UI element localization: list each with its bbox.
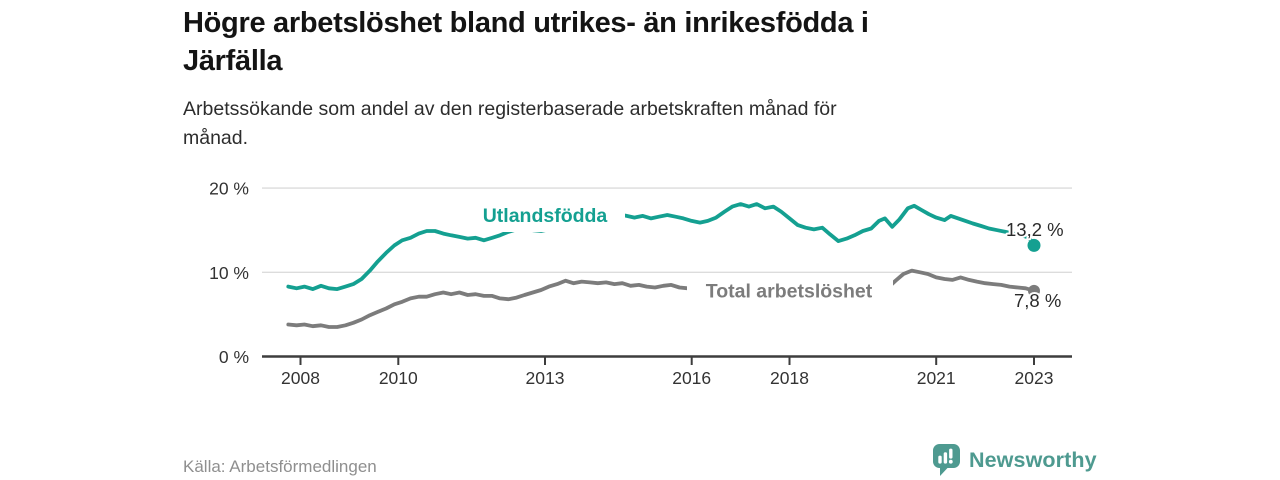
source-note: Källa: Arbetsförmedlingen bbox=[183, 457, 377, 476]
series-label-backdrop-1 bbox=[687, 279, 893, 302]
chart-title-line1: Högre arbetslöshet bland utrikes- än inr… bbox=[183, 7, 869, 39]
x-axis-tick-label: 2016 bbox=[672, 368, 711, 388]
series-label-backdrop-0 bbox=[467, 201, 625, 232]
newsworthy-logo: Newsworthy bbox=[933, 443, 1097, 477]
series-line-1 bbox=[286, 268, 1036, 329]
x-axis-tick-label: 2010 bbox=[379, 368, 418, 388]
y-axis-tick-label: 10 % bbox=[209, 263, 249, 283]
x-axis-tick-label: 2023 bbox=[1015, 368, 1054, 388]
chart-title-line2: Järfälla bbox=[183, 45, 283, 77]
x-axis-tick-label: 2021 bbox=[917, 368, 956, 388]
series-end-value-label-0: 13,2 % bbox=[1006, 219, 1064, 240]
y-axis-tick-label: 0 % bbox=[219, 347, 249, 367]
chart-subtitle-line2: månad. bbox=[183, 127, 249, 149]
chart-title: Högre arbetslöshet bland utrikes- än inr… bbox=[183, 4, 1123, 80]
x-axis-tick-label: 2013 bbox=[526, 368, 565, 388]
newsworthy-wordmark: Newsworthy bbox=[969, 447, 1097, 472]
series-label-1: Total arbetslöshet bbox=[706, 281, 873, 303]
chart-subtitle-line1: Arbetssökande som andel av den registerb… bbox=[183, 98, 837, 120]
series-label-0: Utlandsfödda bbox=[483, 205, 608, 227]
x-axis-tick-label: 2018 bbox=[770, 368, 809, 388]
newsworthy-bubble-chart-icon bbox=[933, 443, 960, 476]
series-line-0 bbox=[286, 202, 1036, 292]
chart-subtitle: Arbetssökande som andel av den registerb… bbox=[183, 95, 1063, 153]
series-end-dot-0 bbox=[1027, 238, 1041, 252]
series-end-dot-1 bbox=[1028, 284, 1040, 297]
x-axis-tick-label: 2008 bbox=[281, 368, 320, 388]
y-axis-tick-label: 20 % bbox=[209, 179, 249, 199]
series-end-value-label-1: 7,8 % bbox=[1014, 290, 1061, 311]
